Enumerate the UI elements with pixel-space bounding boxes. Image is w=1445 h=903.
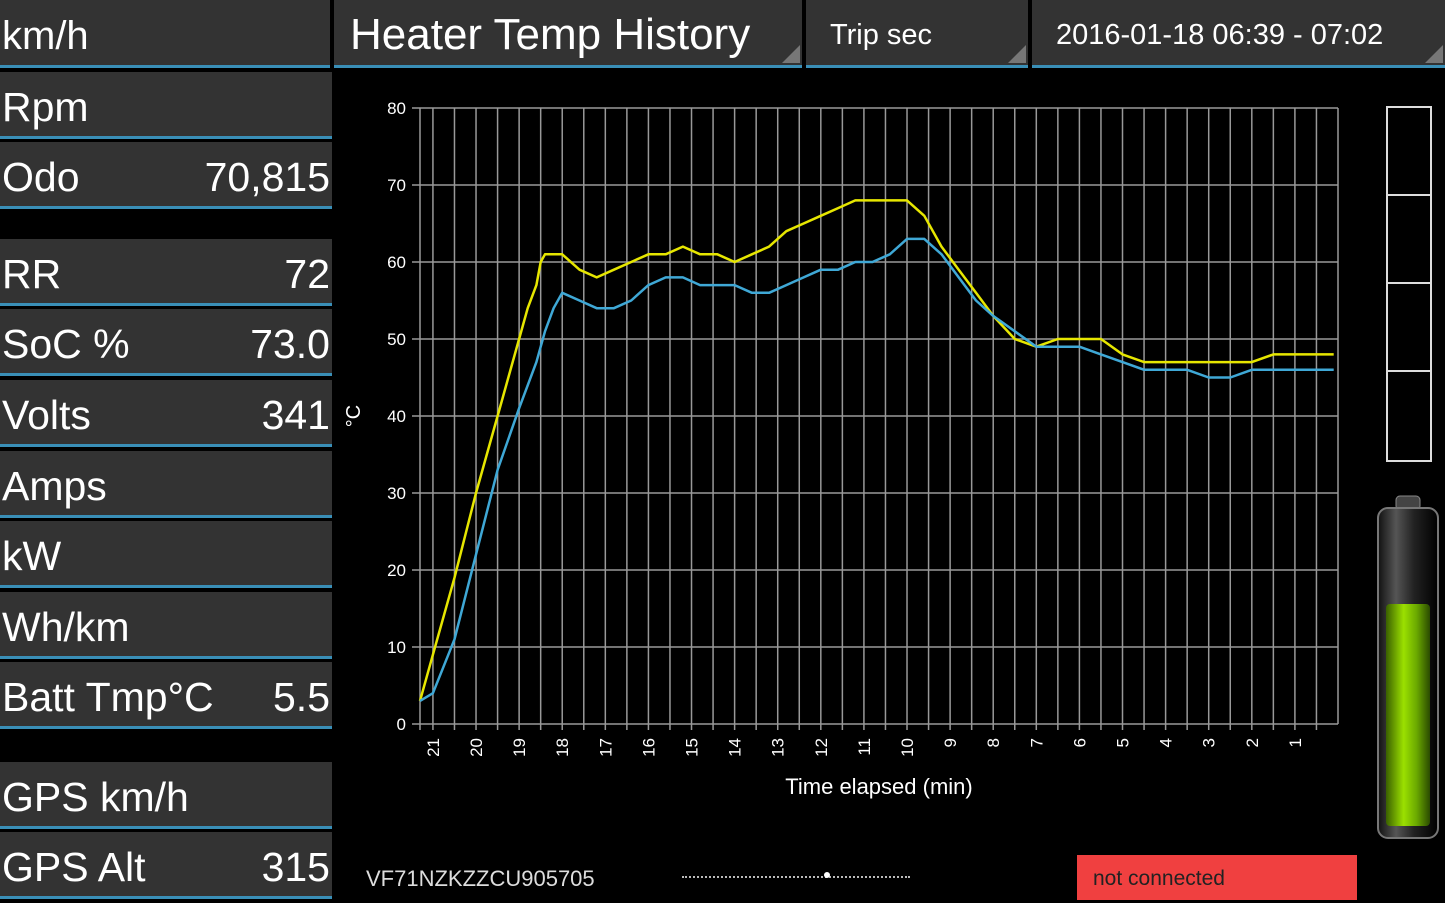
chart-selector-label: Heater Temp History (350, 10, 751, 59)
row-label: RR (2, 251, 62, 297)
x-tick-label: 20 (467, 738, 486, 757)
x-tick-label: 13 (769, 738, 788, 757)
dropdown-corner-icon (1008, 45, 1026, 63)
row-label: Amps (2, 463, 107, 509)
row-odo[interactable]: Odo 70,815 (0, 142, 332, 209)
x-tick-label: 16 (639, 738, 658, 757)
row-value: 341 (261, 392, 330, 438)
connection-status[interactable]: not connected (1077, 855, 1357, 900)
row-volts[interactable]: Volts 341 (0, 380, 332, 447)
x-tick-label: 1 (1286, 738, 1305, 747)
y-tick-label: 70 (387, 176, 406, 195)
y-tick-label: 0 (397, 715, 406, 734)
row-gps-alt[interactable]: GPS Alt 315 (0, 832, 332, 899)
x-tick-label: 12 (812, 738, 831, 757)
x-tick-label: 8 (984, 738, 1003, 747)
page-indicator-dot (824, 872, 830, 878)
y-tick-label: 60 (387, 253, 406, 272)
row-value: 315 (261, 844, 330, 890)
row-label: GPS Alt (2, 844, 146, 890)
speed-label[interactable]: km/h (0, 0, 330, 68)
trip-selector[interactable]: Trip sec (806, 0, 1028, 68)
row-value: 72 (284, 251, 330, 297)
chart-selector[interactable]: Heater Temp History (334, 0, 802, 68)
y-tick-label: 80 (387, 99, 406, 118)
dropdown-corner-icon (782, 45, 800, 63)
page-indicator (682, 876, 910, 878)
vin-label: VF71NZKZZCU905705 (366, 866, 595, 891)
row-rpm[interactable]: Rpm (0, 72, 332, 139)
row-kw[interactable]: kW (0, 521, 332, 588)
row-label: Rpm (2, 84, 89, 130)
series-line-2 (419, 237, 1334, 702)
row-label: Volts (2, 392, 91, 438)
x-tick-label: 17 (596, 738, 615, 757)
row-label: Odo (2, 154, 80, 200)
x-tick-label: 4 (1157, 738, 1176, 747)
x-tick-label: 10 (898, 738, 917, 757)
x-tick-label: 5 (1114, 738, 1133, 747)
y-axis-label: °C (343, 405, 365, 427)
level-segment (1388, 372, 1430, 460)
battery-icon (1377, 495, 1439, 839)
y-tick-label: 40 (387, 407, 406, 426)
y-tick-label: 10 (387, 638, 406, 657)
x-tick-label: 7 (1027, 738, 1046, 747)
row-batt-temp[interactable]: Batt Tmp°C 5.5 (0, 662, 332, 729)
row-label: kW (2, 533, 62, 579)
date-range-label: 2016-01-18 06:39 - 07:02 (1056, 19, 1384, 51)
row-label: Wh/km (2, 604, 130, 650)
top-bar: km/h Heater Temp History Trip sec 2016-0… (0, 0, 1445, 72)
row-value: 5.5 (273, 674, 330, 720)
series-line-1 (418, 199, 1334, 702)
row-amps[interactable]: Amps (0, 451, 332, 518)
row-value: 73.0 (250, 321, 330, 367)
dropdown-corner-icon (1425, 45, 1443, 63)
x-tick-label: 21 (424, 738, 443, 757)
trip-selector-label: Trip sec (830, 19, 933, 51)
level-segment (1388, 108, 1430, 196)
row-label: SoC % (2, 321, 130, 367)
x-tick-label: 15 (683, 738, 702, 757)
row-wh-km[interactable]: Wh/km (0, 592, 332, 659)
y-tick-label: 20 (387, 561, 406, 580)
x-tick-label: 9 (941, 738, 960, 747)
x-tick-label: 19 (510, 738, 529, 757)
y-tick-label: 30 (387, 484, 406, 503)
row-value: 70,815 (204, 154, 330, 200)
x-tick-label: 6 (1070, 738, 1089, 747)
y-tick-label: 50 (387, 330, 406, 349)
x-tick-label: 2 (1243, 738, 1262, 747)
level-indicator (1386, 106, 1432, 462)
x-tick-label: 11 (855, 738, 874, 756)
level-segment (1388, 196, 1430, 284)
row-label: GPS km/h (2, 774, 189, 820)
x-axis-label: Time elapsed (min) (785, 774, 972, 799)
x-tick-label: 18 (553, 738, 572, 757)
x-tick-label: 3 (1200, 738, 1219, 747)
row-gps-speed[interactable]: GPS km/h (0, 762, 332, 829)
row-label: Batt Tmp°C (2, 674, 214, 720)
row-soc[interactable]: SoC % 73.0 (0, 309, 332, 376)
level-segment (1388, 284, 1430, 372)
x-tick-label: 14 (726, 738, 745, 757)
date-range-selector[interactable]: 2016-01-18 06:39 - 07:02 (1032, 0, 1445, 68)
row-rr[interactable]: RR 72 (0, 239, 332, 306)
